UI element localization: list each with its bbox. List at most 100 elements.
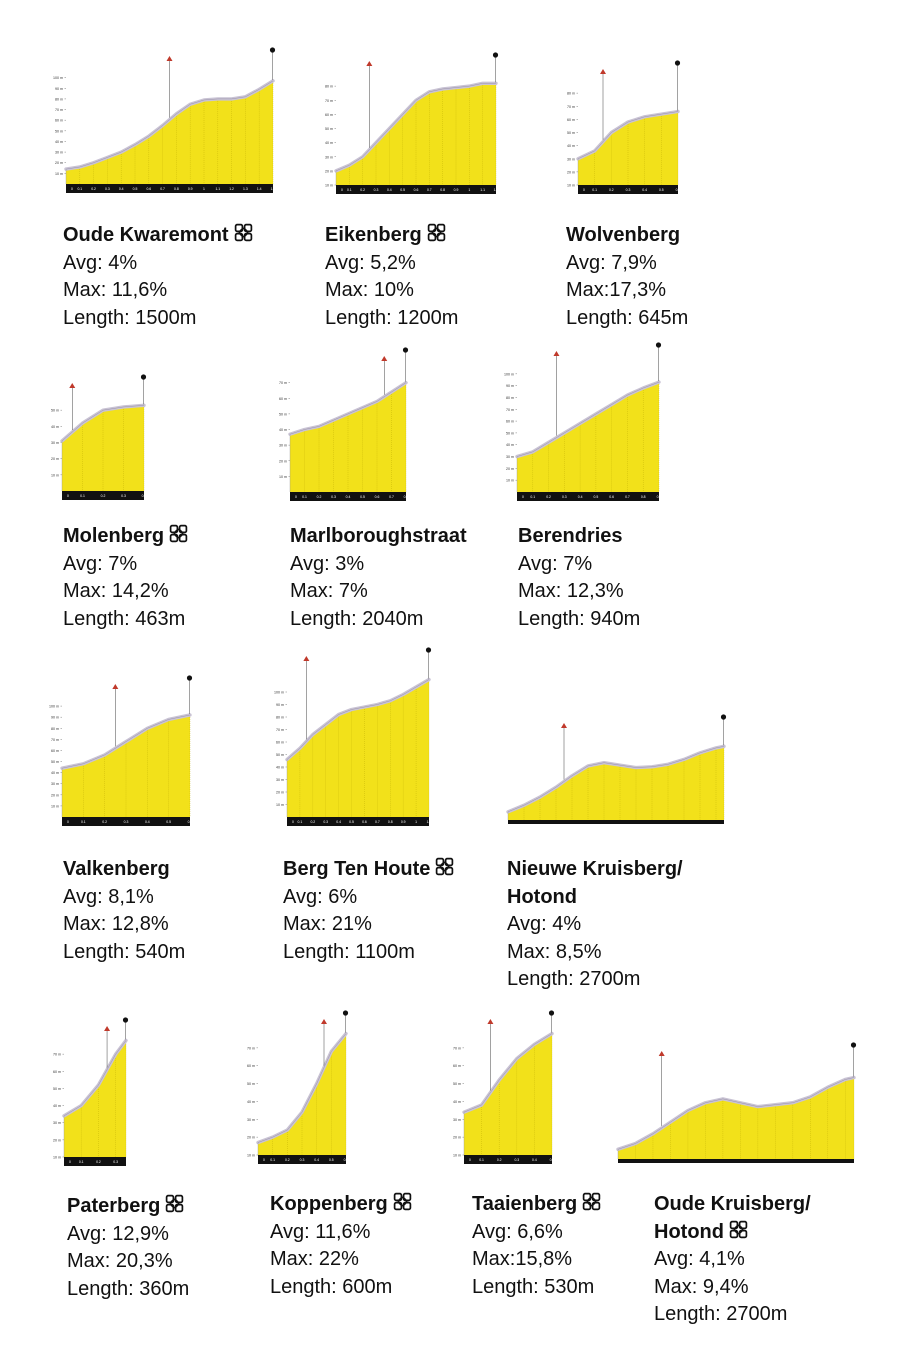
distance-bar xyxy=(64,1157,126,1166)
y-tick-label: 40 m xyxy=(53,1104,61,1108)
distance-bar xyxy=(62,817,190,826)
x-tick-label: 0.4 xyxy=(314,1158,319,1162)
x-tick-label: 0.5 xyxy=(400,188,405,192)
climb-name: Oude Kruisberg/Hotond xyxy=(654,1193,811,1243)
x-tick-label: 0.7 xyxy=(389,495,394,499)
x-tick-label: 1.1 xyxy=(427,820,432,824)
summit-marker-icon xyxy=(674,60,681,66)
y-tick-label: 30 m xyxy=(51,441,59,445)
climb-length: Length: 1500m xyxy=(63,306,197,329)
x-tick-label: 0.1 xyxy=(298,820,303,824)
road-edge xyxy=(516,381,660,457)
climb-max: Max: 12,3% xyxy=(518,580,624,602)
y-tick-label: 10 m xyxy=(276,803,284,807)
road-edge xyxy=(257,1033,347,1143)
climb-max: Max:15,8% xyxy=(472,1248,573,1270)
x-tick-label: 0.7 xyxy=(375,820,380,824)
x-tick-label: 0.2 xyxy=(609,188,614,192)
climb-name: Marlboroughstraat xyxy=(290,525,467,547)
x-tick-label: 0.3 xyxy=(113,1160,118,1164)
x-tick-label: 0.2 xyxy=(497,1158,502,1162)
road-edge xyxy=(463,1033,553,1113)
y-tick-label: 30 m xyxy=(53,1121,61,1125)
profile-chart: 10 m 20 m 30 m 40 m 50 m 60 m 70 m 80 m 0 0.1 0.2 0… xyxy=(567,60,681,194)
y-tick-label: 60 m xyxy=(279,397,287,401)
max-gradient-icon xyxy=(69,383,76,388)
cobblestone-icon xyxy=(729,1220,748,1238)
climb-max: Max: 20,3% xyxy=(67,1250,173,1272)
x-tick-label: 0.5 xyxy=(659,188,664,192)
y-tick-label: 50 m xyxy=(506,431,514,435)
x-tick-label: 0.9 xyxy=(657,495,662,499)
profile-chart: 10 m 20 m 30 m 40 m 50 m 60 m 70 m 0 0.1 0.2 0.3 0.… xyxy=(247,1010,349,1164)
summit-marker-icon xyxy=(122,1017,129,1023)
climb-avg: Avg: 7,9% xyxy=(566,251,657,274)
max-gradient-icon xyxy=(166,56,173,61)
y-tick-label: 70 m xyxy=(53,1053,61,1057)
profile-chart: 10 m 20 m 30 m 40 m 50 m 0 0.1 0.2 0.3 0.4 xyxy=(51,374,146,500)
climb-length: Length: 540m xyxy=(63,940,186,963)
x-tick-label: 0.7 xyxy=(427,188,432,192)
x-tick-label: 0.2 xyxy=(360,188,365,192)
x-tick-label: 0.6 xyxy=(146,187,151,191)
y-tick-label: 30 m xyxy=(506,455,514,459)
x-tick-label: 0.4 xyxy=(578,495,583,499)
road-edge xyxy=(63,1040,127,1117)
x-tick-label: 0.4 xyxy=(346,495,351,499)
y-tick-label: 50 m xyxy=(247,1082,255,1086)
max-gradient-icon xyxy=(381,356,388,361)
cobblestone-icon xyxy=(582,1192,601,1211)
x-tick-label: 0.1 xyxy=(592,188,597,192)
x-tick-label: 0.2 xyxy=(102,820,107,824)
climb-length: Length: 600m xyxy=(270,1275,393,1298)
y-tick-label: 10 m xyxy=(506,479,514,483)
climb-length: Length: 1100m xyxy=(283,940,415,963)
profile-chart xyxy=(616,1042,857,1163)
climb-avg: Avg: 7% xyxy=(63,552,138,575)
climb-avg: Avg: 4% xyxy=(63,251,138,274)
distance-bar xyxy=(62,491,144,500)
y-tick-label: 70 m xyxy=(453,1046,461,1050)
x-tick-label: 0.5 xyxy=(133,187,138,191)
x-tick-label: 1.2 xyxy=(494,188,499,192)
road-edge xyxy=(335,83,496,172)
x-tick-label: 0.2 xyxy=(285,1158,290,1162)
x-tick-label: 0.9 xyxy=(454,188,459,192)
climb-max: Max: 12,8% xyxy=(63,913,169,935)
climb-avg: Avg: 6% xyxy=(283,885,358,908)
elevation-area xyxy=(64,1040,126,1157)
x-tick-label: 0.2 xyxy=(91,187,96,191)
y-tick-label: 50 m xyxy=(51,409,59,413)
climb-length: Length: 2700m xyxy=(507,968,641,990)
summit-marker-icon xyxy=(492,52,499,58)
climb-avg: Avg: 4% xyxy=(507,913,582,935)
y-tick-label: 40 m xyxy=(247,1100,255,1104)
x-tick-label: 0.5 xyxy=(329,1158,334,1162)
distance-bar xyxy=(336,185,496,194)
summit-marker-icon xyxy=(269,47,276,53)
y-tick-label: 70 m xyxy=(325,99,333,103)
profile-chart: 10 m 20 m 30 m 40 m 50 m 60 m 70 m 80 m 90 m 100 … xyxy=(274,647,432,826)
elevation-area xyxy=(618,1077,854,1159)
x-tick-label: 0.6 xyxy=(188,820,193,824)
road-edge xyxy=(61,714,191,769)
climb-name: Oude Kwaremont xyxy=(63,222,253,250)
x-tick-label: 0.3 xyxy=(121,494,126,498)
climb-avg: Avg: 5,2% xyxy=(325,251,416,274)
x-tick-label: 0.2 xyxy=(101,494,106,498)
y-tick-label: 70 m xyxy=(276,728,284,732)
y-tick-label: 90 m xyxy=(51,716,59,720)
climb-length: Length: 940m xyxy=(518,607,641,630)
y-tick-label: 70 m xyxy=(279,381,287,385)
summit-marker-icon xyxy=(186,675,193,681)
road-edge xyxy=(507,746,725,813)
climb-length: Length: 530m xyxy=(472,1275,595,1298)
x-tick-label: 0.1 xyxy=(80,494,85,498)
x-tick-label: 0.3 xyxy=(300,1158,305,1162)
x-tick-label: 0 xyxy=(583,188,585,192)
x-tick-label: 0.2 xyxy=(96,1160,101,1164)
x-tick-label: 0.6 xyxy=(676,188,681,192)
y-tick-label: 30 m xyxy=(567,157,575,161)
x-tick-label: 0.6 xyxy=(344,1158,349,1162)
x-tick-label: 0.1 xyxy=(270,1158,275,1162)
